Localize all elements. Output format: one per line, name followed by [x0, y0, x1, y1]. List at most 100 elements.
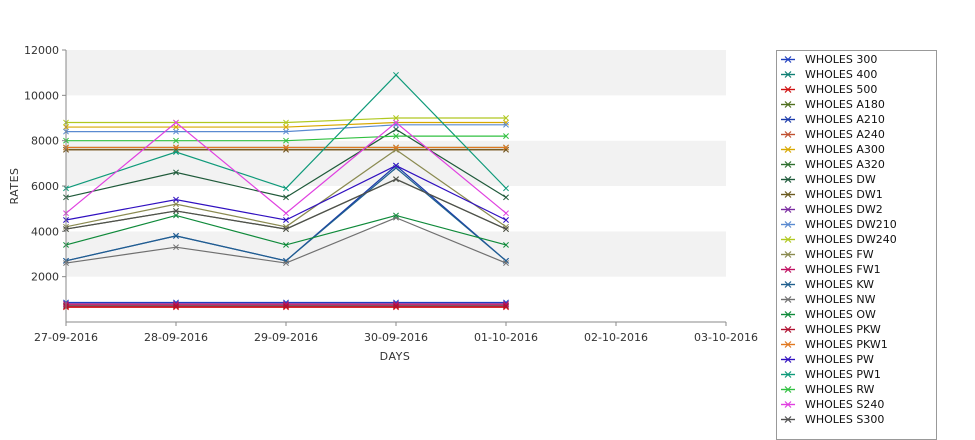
- data-point: [393, 115, 399, 121]
- legend-item: WHOLES NW: [777, 292, 875, 307]
- legend-label: WHOLES A240: [805, 128, 885, 141]
- data-point: [393, 162, 399, 169]
- data-point: [173, 124, 179, 131]
- legend-item: WHOLES DW240: [777, 232, 897, 247]
- grid-band: [66, 50, 726, 96]
- legend-label: WHOLES OW: [805, 308, 876, 321]
- legend-item: WHOLES DW: [777, 172, 876, 187]
- legend-marker-icon: [781, 384, 795, 395]
- legend-item: WHOLES PKW: [777, 322, 881, 337]
- series-wholes-pw1: [63, 71, 509, 192]
- legend-label: WHOLES PW: [805, 353, 874, 366]
- legend-label: WHOLES 400: [805, 68, 878, 81]
- legend-item: WHOLES RW: [777, 382, 874, 397]
- data-point: [503, 260, 509, 267]
- plot-background-bands: [66, 50, 726, 322]
- legend-marker-icon: [781, 414, 795, 425]
- x-tick-label: 27-09-2016: [34, 331, 98, 344]
- data-point: [173, 196, 179, 203]
- series-wholes-rw: [63, 133, 509, 144]
- legend-marker-icon: [781, 219, 795, 230]
- legend-item: WHOLES DW2: [777, 202, 883, 217]
- legend-marker-icon: [781, 339, 795, 350]
- legend-label: WHOLES NW: [805, 293, 876, 306]
- legend-item: WHOLES PW1: [777, 367, 881, 382]
- data-point: [283, 217, 289, 223]
- legend-item: WHOLES KW: [777, 277, 874, 292]
- legend-marker-icon: [781, 174, 795, 185]
- data-point: [173, 137, 179, 144]
- legend-label: WHOLES 300: [805, 53, 878, 66]
- data-point: [283, 260, 289, 267]
- legend-label: WHOLES DW2: [805, 203, 883, 216]
- legend-label: WHOLES A320: [805, 158, 885, 171]
- legend-label: WHOLES A300: [805, 143, 885, 156]
- data-point: [503, 226, 509, 233]
- legend-item: WHOLES PW: [777, 352, 874, 367]
- data-point: [173, 144, 179, 151]
- data-point: [173, 212, 179, 219]
- data-point: [173, 232, 179, 239]
- x-tick-label: 30-09-2016: [364, 331, 428, 344]
- legend-label: WHOLES A180: [805, 98, 885, 111]
- legend-label: WHOLES PKW: [805, 323, 881, 336]
- data-point: [283, 226, 289, 233]
- y-tick-label: 12000: [24, 44, 59, 57]
- data-point: [283, 137, 289, 144]
- data-point: [393, 119, 399, 126]
- legend-label: WHOLES A210: [805, 113, 885, 126]
- legend-label: WHOLES FW1: [805, 263, 881, 276]
- y-tick-label: 2000: [31, 271, 59, 284]
- series-wholes-pw: [63, 162, 509, 223]
- x-tick-label: 02-10-2016: [584, 331, 648, 344]
- legend-item: WHOLES FW: [777, 247, 874, 262]
- series-lines: [63, 71, 509, 311]
- y-tick-label: 4000: [31, 225, 59, 238]
- legend-marker-icon: [781, 84, 795, 95]
- y-tick-label: 10000: [24, 89, 59, 102]
- data-point: [503, 121, 509, 128]
- legend-marker-icon: [781, 159, 795, 170]
- legend-item: WHOLES FW1: [777, 262, 881, 277]
- legend-label: WHOLES 500: [805, 83, 878, 96]
- data-point: [503, 241, 509, 248]
- legend-marker-icon: [781, 144, 795, 155]
- grid-band: [66, 140, 726, 186]
- legend-marker-icon: [781, 279, 795, 290]
- grid-band: [66, 276, 726, 322]
- legend-label: WHOLES S240: [805, 398, 885, 411]
- series-wholes-s240: [63, 119, 509, 217]
- grid-band: [66, 186, 726, 232]
- legend-item: WHOLES 300: [777, 52, 877, 67]
- legend-marker-icon: [781, 399, 795, 410]
- data-point: [283, 185, 289, 192]
- y-tick-label: 6000: [31, 180, 59, 193]
- legend: WHOLES 300 WHOLES 400 WHOLES 500 WHOLES A18…: [776, 50, 937, 440]
- y-axis-label: RATES: [8, 167, 21, 204]
- x-tick-label: 01-10-2016: [474, 331, 538, 344]
- legend-item: WHOLES A240: [777, 127, 885, 142]
- legend-marker-icon: [781, 204, 795, 215]
- legend-item: WHOLES 500: [777, 82, 877, 97]
- legend-item: WHOLES S240: [777, 397, 884, 412]
- data-point: [393, 71, 399, 78]
- legend-item: WHOLES OW: [777, 307, 876, 322]
- x-tick-labels: 27-09-2016 28-09-2016 29-09-2016 30-09-2016…: [34, 322, 758, 344]
- legend-marker-icon: [781, 294, 795, 305]
- y-tick-labels: 2000 4000 6000 8000 10000 12000: [24, 44, 66, 284]
- legend-item: WHOLES A300: [777, 142, 885, 157]
- legend-item: WHOLES DW1: [777, 187, 883, 202]
- line-chart: 2000 4000 6000 8000 10000 12000 27-09-2016 28-…: [8, 44, 758, 363]
- data-point: [393, 303, 399, 310]
- legend-label: WHOLES RW: [805, 383, 875, 396]
- legend-marker-icon: [781, 189, 795, 200]
- data-point: [393, 121, 399, 128]
- series-wholes-s300: [63, 176, 509, 233]
- data-point: [173, 207, 179, 214]
- legend-label: WHOLES PW1: [805, 368, 881, 381]
- data-point: [283, 210, 289, 217]
- data-point: [173, 119, 179, 126]
- data-point: [503, 133, 509, 140]
- series-wholes-pkw: [63, 303, 509, 310]
- legend-marker-icon: [781, 369, 795, 380]
